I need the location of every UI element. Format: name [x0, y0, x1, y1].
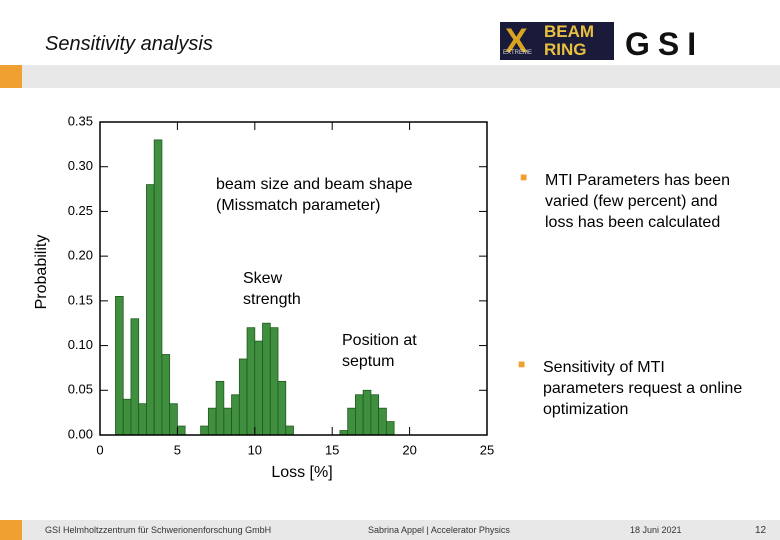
bar: [378, 407, 387, 436]
logo-extreme: EXTREME: [503, 50, 533, 56]
y-axis-label: Probability: [33, 235, 50, 310]
bar: [355, 394, 364, 436]
bar: [285, 425, 294, 436]
logo-ring: RING: [544, 40, 587, 59]
logo-box: X EXTREME BEAM RING: [500, 22, 614, 60]
bullet: Sensitivity of MTI parameters request a …: [543, 359, 743, 418]
bar: [246, 327, 256, 436]
bar: [362, 389, 372, 436]
logo-gsi: GSI: [625, 26, 705, 62]
bar: [169, 403, 178, 436]
bar: [138, 403, 147, 436]
plot-frame: [99, 121, 488, 436]
bar: [277, 380, 287, 436]
logo-x: X: [505, 22, 528, 60]
footer-author: Sabrina Appel | Accelerator Physics: [368, 525, 510, 535]
header-band: [22, 65, 780, 88]
bar: [223, 407, 232, 436]
y-tick-label: 0.00: [68, 426, 93, 441]
page-number: 12: [755, 525, 767, 536]
bar: [200, 425, 209, 436]
bar: [122, 398, 132, 436]
bullet: MTI Parameters has been varied (few perc…: [545, 172, 730, 231]
bar: [146, 184, 155, 436]
bar: [176, 425, 186, 436]
bar: [130, 318, 140, 436]
bar: [153, 139, 163, 436]
footer-band: [22, 520, 780, 540]
bar: [238, 358, 248, 436]
bar: [231, 394, 240, 436]
annotation: Position at septum: [342, 332, 417, 370]
accent-square: [0, 520, 22, 540]
x-tick-label: 10: [248, 442, 262, 457]
footer-date: 18 Juni 2021: [630, 525, 682, 535]
bar: [254, 340, 263, 436]
annotation: Skew strength: [243, 270, 301, 308]
x-tick-label: 5: [174, 442, 181, 457]
bar: [370, 394, 380, 436]
bar: [347, 407, 356, 436]
y-tick-label: 0.10: [68, 337, 93, 352]
footer-org: GSI Helmholtzzentrum für Schwerionenfors…: [45, 525, 272, 535]
y-tick-label: 0.15: [68, 292, 93, 307]
x-tick-label: 0: [96, 442, 103, 457]
x-tick-label: 15: [325, 442, 339, 457]
y-tick-label: 0.25: [68, 203, 93, 218]
accent-square: [0, 65, 22, 88]
bar: [115, 295, 124, 436]
bar: [161, 354, 171, 436]
x-tick-label: 25: [480, 442, 494, 457]
logo-beam: BEAM: [544, 22, 595, 41]
x-tick-label: 20: [402, 442, 416, 457]
y-tick-label: 0.05: [68, 382, 93, 397]
y-tick-label: 0.30: [68, 158, 93, 173]
bar: [215, 380, 225, 436]
bar: [262, 322, 271, 436]
bullet-marker: ■: [518, 357, 526, 371]
y-tick-label: 0.35: [68, 113, 93, 128]
bar: [207, 407, 217, 436]
annotation: beam size and beam shape (Missmatch para…: [216, 176, 413, 214]
x-axis-label: Loss [%]: [271, 464, 332, 481]
bullet-marker: ■: [520, 170, 528, 184]
slide-title: Sensitivity analysis: [45, 33, 213, 55]
bar: [269, 327, 279, 436]
y-tick-label: 0.20: [68, 248, 93, 263]
bar: [385, 421, 395, 436]
